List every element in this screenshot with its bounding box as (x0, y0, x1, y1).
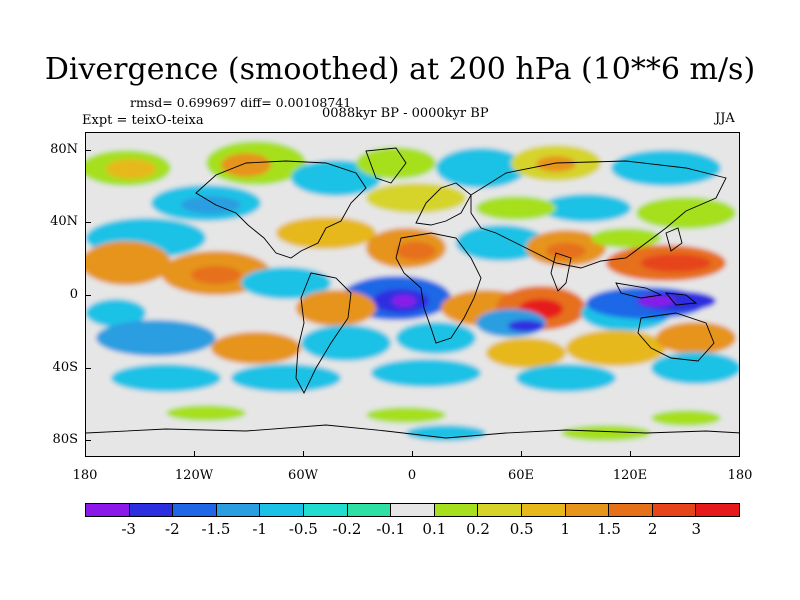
lon-tick (521, 451, 522, 457)
colorbar-label: 3 (691, 520, 702, 538)
lat-tick (85, 368, 91, 369)
colorbar-label: -0.5 (288, 520, 318, 538)
colorbar-swatch (173, 504, 217, 516)
colorbar-swatch (565, 504, 610, 516)
lat-label-80s: 80S (52, 432, 78, 447)
lon-tick (194, 451, 195, 457)
lat-tick (85, 222, 91, 223)
lat-label-40s: 40S (52, 360, 78, 375)
colorbar-swatch (303, 504, 348, 516)
lat-tick (85, 440, 91, 441)
lon-tick (412, 451, 413, 457)
lon-label-0: 0 (407, 468, 417, 483)
colorbar-label: 0.1 (422, 520, 447, 538)
colorbar-label: -3 (121, 520, 136, 538)
colorbar-labels: -3 -2 -1.5 -1 -0.5 -0.2 -0.1 0.1 0.2 0.5 1 1.5 2 3 (85, 520, 740, 540)
lat-label-0: 0 (69, 287, 78, 302)
experiment-label: Expt = teixO-teixa (82, 113, 204, 128)
lon-label-120e: 120E (612, 468, 648, 483)
period-label: 0088kyr BP - 0000kyr BP (322, 106, 489, 121)
colorbar-swatch (434, 504, 479, 516)
colorbar-swatch (216, 504, 261, 516)
lat-label-80n: 80N (50, 142, 78, 157)
colorbar-swatch (478, 504, 522, 516)
lon-label-60e: 60E (507, 468, 535, 483)
lon-tick (630, 451, 631, 457)
divergence-field (86, 133, 739, 456)
colorbar-swatch (86, 504, 130, 516)
colorbar-label: 1 (560, 520, 571, 538)
lon-tick (303, 451, 304, 457)
colorbar-label: -1.5 (201, 520, 231, 538)
colorbar-label: 0.5 (509, 520, 534, 538)
colorbar-swatch (652, 504, 697, 516)
colorbar-label: -2 (165, 520, 180, 538)
colorbar-label: 1.5 (597, 520, 621, 538)
colorbar-swatch (129, 504, 174, 516)
colorbar-label: -0.2 (332, 520, 362, 538)
coastlines (86, 147, 739, 439)
colorbar-swatch (260, 504, 304, 516)
colorbar-label: -0.1 (376, 520, 406, 538)
colorbar-swatch (521, 504, 566, 516)
colorbar (85, 503, 740, 517)
lon-label-180w: 180 (72, 468, 98, 483)
colorbar-swatch (347, 504, 392, 516)
lat-label-40n: 40N (50, 214, 78, 229)
season-label: JJA (715, 111, 735, 126)
rmsd-diff-stats: rmsd= 0.699697 diff= 0.00108741 (130, 95, 352, 110)
colorbar-label: 2 (647, 520, 658, 538)
colorbar-swatch (696, 504, 739, 516)
colorbar-swatch (609, 504, 653, 516)
colorbar-label: -1 (252, 520, 267, 538)
lon-label-180e: 180 (727, 468, 753, 483)
lat-tick (85, 295, 91, 296)
colorbar-label: 0.2 (466, 520, 490, 538)
map-field-svg (86, 133, 739, 456)
lat-tick (85, 150, 91, 151)
plot-title: Divergence (smoothed) at 200 hPa (10**6 … (44, 52, 756, 87)
divergence-map (85, 132, 740, 457)
lon-label-60w: 60W (288, 468, 318, 483)
lon-label-120w: 120W (174, 468, 214, 483)
colorbar-swatch (391, 504, 435, 516)
